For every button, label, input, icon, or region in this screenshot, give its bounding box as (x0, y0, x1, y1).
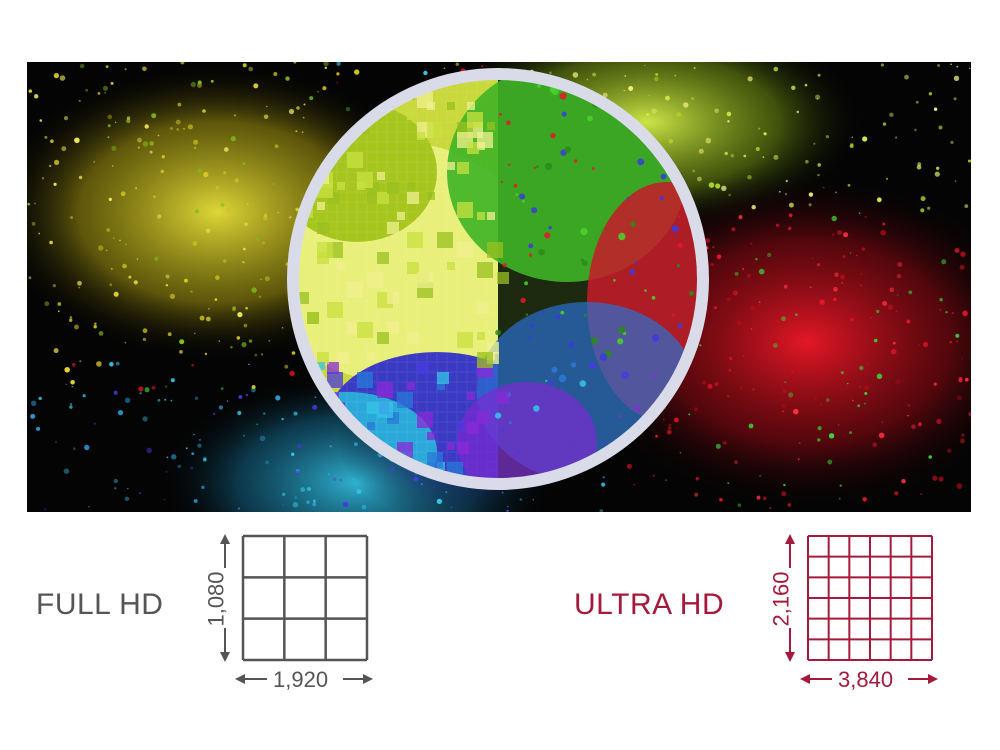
arrow-up-icon (785, 534, 795, 544)
arrow-down-icon (785, 652, 795, 662)
arrow-up-icon (220, 534, 230, 544)
arrow-right-icon (928, 674, 938, 684)
color-powder-explosion-image (27, 62, 971, 512)
arrow-left-icon (800, 674, 810, 684)
ultra-hd-grid (785, 534, 938, 690)
arrow-left-icon (235, 674, 245, 684)
ultra-hd-vertical-resolution: 2,160 (768, 571, 794, 627)
full-hd-vertical-resolution: 1,080 (203, 571, 229, 627)
ultra-hd-label: ULTRA HD (574, 588, 725, 621)
ultra-hd-resolution-diagram: 2,160 3,840 (768, 528, 945, 693)
full-hd-horizontal-resolution: 1,920 (273, 667, 329, 692)
hero-image (27, 62, 971, 512)
full-hd-label: FULL HD (36, 588, 164, 621)
full-hd-grid (220, 534, 373, 690)
full-hd-resolution-diagram: 1,080 1,920 (203, 528, 380, 693)
arrow-right-icon (363, 674, 373, 684)
arrow-down-icon (220, 652, 230, 662)
ultra-hd-horizontal-resolution: 3,840 (838, 667, 894, 692)
